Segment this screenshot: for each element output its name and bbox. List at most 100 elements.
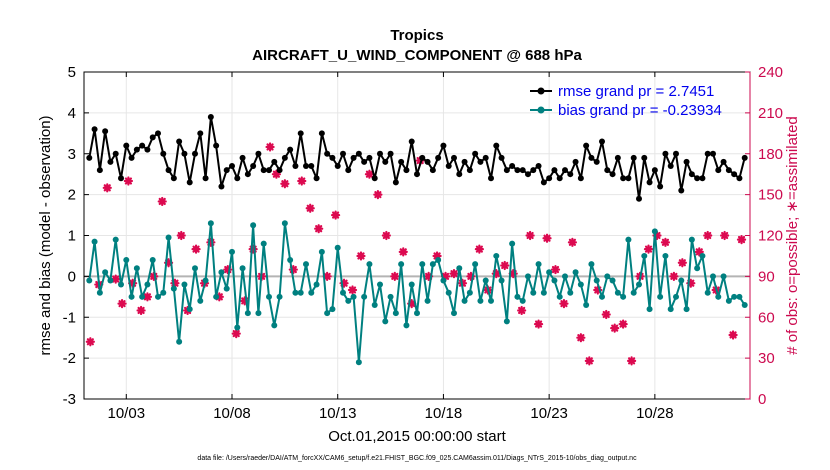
bias-point xyxy=(419,261,426,268)
legend-bias-marker xyxy=(537,106,545,114)
bias-point xyxy=(662,252,669,259)
obs-marker xyxy=(331,210,341,220)
x-tick-label: 10/13 xyxy=(319,405,357,422)
obs-marker-stroke xyxy=(568,238,577,246)
bias-point xyxy=(176,338,183,345)
rmse-point xyxy=(244,171,251,178)
bias-point xyxy=(678,277,685,284)
y-tick-label-left: -2 xyxy=(63,350,76,367)
obs-marker xyxy=(550,264,561,275)
rmse-point xyxy=(303,163,309,170)
bias-point xyxy=(688,236,695,243)
rmse-point xyxy=(160,150,167,157)
rmse-point xyxy=(699,175,706,182)
y-tick-label-right: 90 xyxy=(758,268,775,285)
obs-marker-stroke xyxy=(86,338,94,346)
obs-marker-stroke xyxy=(118,300,126,308)
rmse-point xyxy=(91,126,98,133)
bias-point xyxy=(540,289,547,296)
obs-marker-stroke xyxy=(678,259,686,267)
bias-point xyxy=(112,236,119,243)
bias-point xyxy=(260,240,267,247)
bias-point xyxy=(472,261,479,268)
bias-point xyxy=(562,273,568,280)
obs-marker xyxy=(398,247,408,257)
bias-point xyxy=(477,297,484,304)
bias-point xyxy=(86,277,93,284)
bias-point xyxy=(218,269,225,276)
obs-marker xyxy=(111,274,121,284)
data-file-footnote: data file: /Users/raeder/DAI/ATM_forcXX/… xyxy=(197,455,637,462)
y-tick-label-right: 180 xyxy=(758,146,783,163)
bias-point xyxy=(620,293,627,300)
obs-marker xyxy=(525,230,535,241)
obs-marker xyxy=(231,329,241,339)
bias-point xyxy=(599,293,605,300)
bias-point xyxy=(350,293,357,300)
rmse-point xyxy=(725,167,732,174)
obs-marker xyxy=(474,244,484,254)
rmse-point xyxy=(736,175,743,182)
bias-point xyxy=(567,289,574,296)
bias-point xyxy=(440,277,447,284)
rmse-point xyxy=(710,150,716,157)
obs-marker-stroke xyxy=(103,184,111,192)
rmse-point xyxy=(133,146,140,153)
rmse-point xyxy=(345,167,352,174)
obs-marker xyxy=(157,196,167,207)
bias-point xyxy=(609,277,616,284)
obs-marker-stroke xyxy=(298,177,306,185)
obs-marker xyxy=(381,230,391,241)
rmse-point xyxy=(287,146,294,153)
rmse-point xyxy=(519,167,526,174)
obs-marker-stroke xyxy=(737,235,746,244)
rmse-point xyxy=(662,150,669,157)
rmse-point xyxy=(112,150,119,157)
rmse-point xyxy=(260,167,267,174)
rmse-point xyxy=(297,130,304,137)
x-tick-label: 10/03 xyxy=(108,405,146,422)
rmse-point xyxy=(324,150,331,157)
rmse-point xyxy=(197,130,204,137)
x-tick-label: 10/18 xyxy=(425,405,463,422)
rmse-point xyxy=(350,154,357,161)
bias-point xyxy=(451,310,457,317)
bias-point xyxy=(424,297,431,304)
ticks-layer: 10/03 10/08 10/13 10/18 10/23 10/28 -3 -2 -1 0 1 2 3… xyxy=(63,64,783,422)
rmse-point xyxy=(334,163,341,170)
obs-marker xyxy=(123,176,133,186)
rmse-point xyxy=(440,142,447,149)
obs-marker xyxy=(117,299,127,309)
rmse-point xyxy=(366,154,373,161)
rmse-point xyxy=(614,154,621,161)
bias-point xyxy=(525,273,531,280)
obs-marker-stroke xyxy=(357,252,365,260)
obs-marker xyxy=(559,299,569,309)
rmse-point xyxy=(503,167,510,174)
rmse-point xyxy=(625,175,632,182)
rmse-point xyxy=(424,158,431,165)
obs-marker xyxy=(322,271,332,281)
bias-point xyxy=(625,236,632,243)
rmse-point xyxy=(419,154,426,161)
obs-marker xyxy=(191,244,201,254)
rmse-point xyxy=(340,150,346,157)
obs-marker xyxy=(610,323,620,333)
bias-point xyxy=(155,293,161,300)
y-tick-label-left: 2 xyxy=(68,187,76,204)
rmse-point xyxy=(456,171,463,178)
y-tick-label-left: -3 xyxy=(63,391,76,408)
bias-point xyxy=(133,265,140,272)
obs-marker-stroke xyxy=(670,272,678,280)
obs-marker xyxy=(305,203,315,213)
bias-point xyxy=(466,289,473,296)
bias-point xyxy=(118,281,124,288)
y-tick-label-left: 1 xyxy=(68,228,76,245)
rmse-point xyxy=(667,163,674,170)
obs-marker xyxy=(85,337,95,347)
obs-marker xyxy=(618,319,628,329)
obs-marker-stroke xyxy=(627,357,636,365)
rmse-point xyxy=(181,150,188,157)
x-tick-label: 10/08 xyxy=(213,405,251,422)
